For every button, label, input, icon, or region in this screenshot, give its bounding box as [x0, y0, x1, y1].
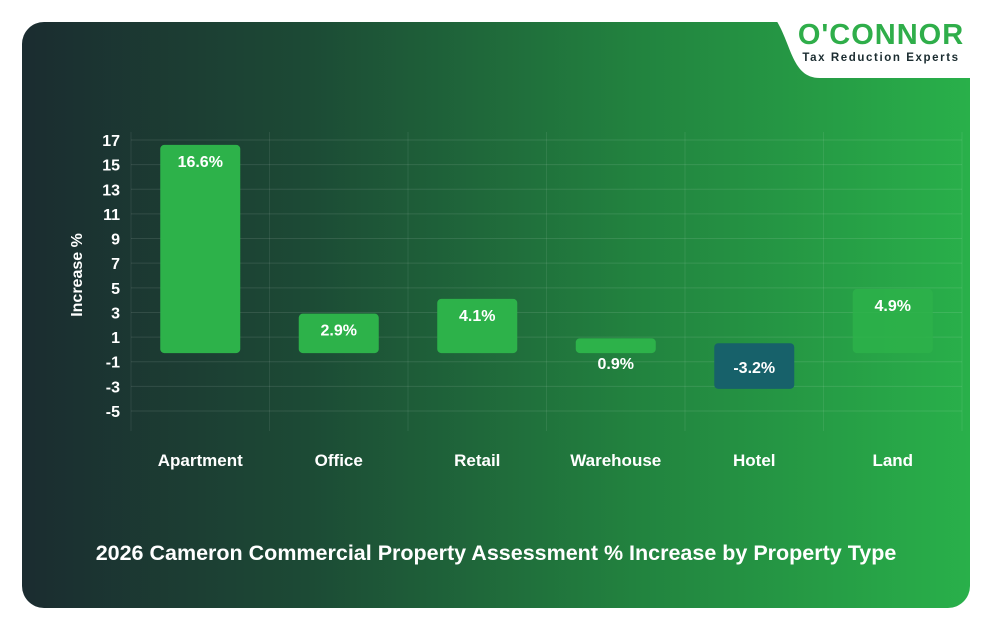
y-tick-label: 5: [111, 281, 120, 298]
y-tick-label: 17: [102, 133, 120, 150]
data-label: 16.6%: [178, 154, 223, 171]
x-tick-label: Hotel: [733, 451, 776, 470]
bar-hotel: [714, 343, 795, 389]
y-tick-label: -1: [106, 355, 120, 372]
x-tick-label: Retail: [454, 451, 500, 470]
brand-name: O'CONNOR: [797, 19, 965, 51]
brand-logo: O'CONNOR Tax Reduction Experts: [786, 20, 976, 64]
x-tick-label: Office: [315, 451, 363, 470]
bar-land: [852, 289, 933, 354]
data-label: 2.9%: [321, 323, 357, 340]
bar-apartment: [160, 144, 241, 354]
y-tick-label: 7: [111, 256, 120, 273]
y-tick-label: -3: [106, 379, 120, 396]
data-label: 4.1%: [459, 308, 495, 325]
bar-retail: [437, 298, 518, 354]
x-tick-label: Apartment: [158, 451, 243, 470]
y-tick-label: 1: [111, 330, 120, 347]
y-tick-label: 15: [102, 158, 120, 175]
y-tick-label: 3: [111, 305, 120, 322]
brand-tagline: Tax Reduction Experts: [802, 52, 960, 64]
data-label: 4.9%: [875, 298, 911, 315]
y-tick-label: -5: [106, 404, 120, 421]
bar-warehouse: [575, 338, 656, 354]
chart-title: 2026 Cameron Commercial Property Assessm…: [95, 541, 897, 565]
x-tick-label: Land: [872, 451, 913, 470]
bar-office: [298, 313, 379, 354]
y-tick-label: 9: [111, 232, 120, 249]
y-tick-label: 13: [102, 182, 120, 199]
data-label: -3.2%: [733, 360, 775, 377]
logo-tab-background: [760, 0, 994, 78]
y-tick-label: 11: [103, 207, 120, 224]
data-label: 0.9%: [598, 356, 634, 373]
y-axis-label: Increase %: [69, 233, 86, 317]
x-tick-label: Warehouse: [570, 451, 661, 470]
